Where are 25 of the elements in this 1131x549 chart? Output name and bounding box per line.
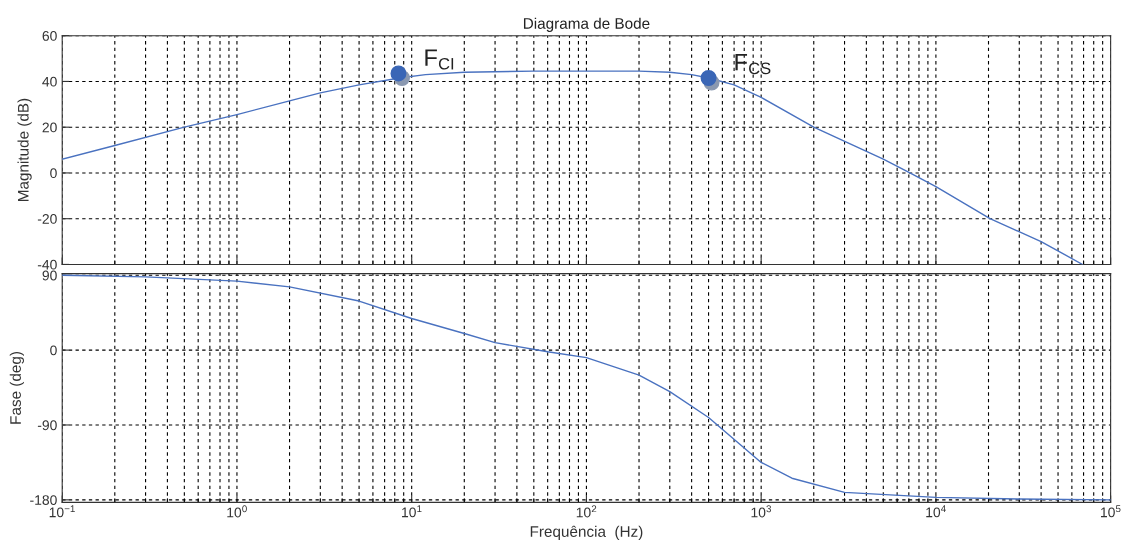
y-axis-title: Magnitude (dB) (17, 98, 32, 202)
annotation: F$_{CS}$ (735, 54, 771, 75)
chart-title: Diagrama de Bode (523, 17, 650, 32)
y-tick-label: -180 (30, 495, 57, 506)
y-tick-label: 0 (50, 345, 57, 356)
point (700, 70, 717, 86)
annotation: F$_{CI}$ (425, 49, 454, 70)
x-tick-label: 10$^{3}$ (751, 505, 772, 518)
x-tick-label: 10$^{1}$ (402, 505, 422, 518)
x-tick-label: 10$^{4}$ (926, 505, 946, 518)
y-axis-title: Fase (deg) (9, 351, 24, 424)
x-tick-label: 10$^{0}$ (227, 505, 247, 518)
y-tick-label: 40 (42, 76, 57, 87)
y-tick-label: 60 (42, 31, 57, 41)
x-axis-title: Frequência (Hz) (530, 525, 643, 540)
point (390, 65, 407, 82)
y-tick-label: -20 (37, 214, 57, 224)
x-tick-label: 10$^{5}$ (1101, 505, 1121, 518)
y-tick-label: 90 (42, 270, 57, 281)
y-tick-label: -40 (37, 259, 57, 270)
x-tick-label: 10$^{2}$ (576, 505, 597, 518)
x-tick-label: 10$^{−1}$ (49, 505, 75, 518)
y-tick-label: -90 (37, 420, 57, 431)
y-tick-label: 0 (50, 168, 57, 179)
y-tick-label: 20 (42, 122, 57, 133)
